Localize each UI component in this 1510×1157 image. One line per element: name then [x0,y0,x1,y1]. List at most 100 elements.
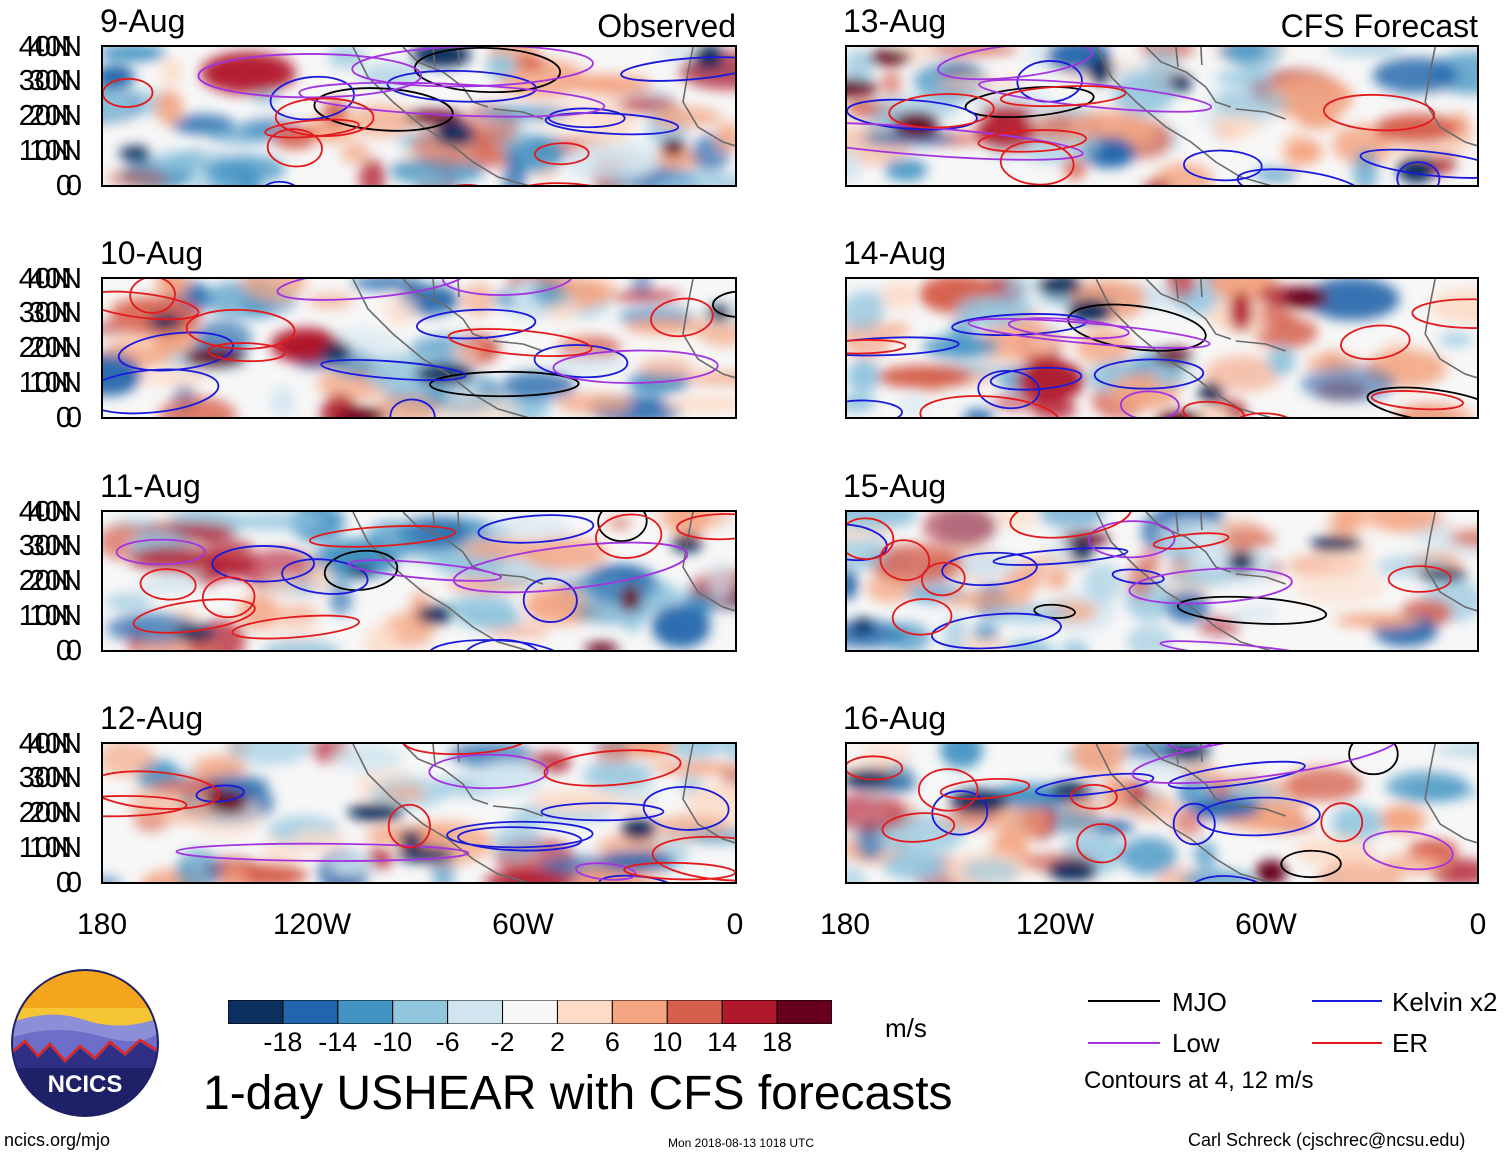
lat-label: 10N [18,600,72,632]
colorbar-tick-label: 10 [652,1027,683,1057]
logo-text: NCICS [48,1071,123,1098]
lat-label: 10N [28,367,82,399]
panel-date: 9-Aug [100,3,186,39]
colorbar-tick-label: -10 [373,1027,413,1057]
lat-label: 20N [28,565,82,597]
units-label: m/s [885,1013,927,1043]
author-credit: Carl Schreck (cjschrec@ncsu.edu) [1188,1130,1466,1150]
source-link[interactable]: ncics.org/mjo [4,1130,111,1150]
colorbar-tick-label: -2 [490,1027,515,1057]
ushear-map-panel [845,510,1479,652]
colorbar-tick-label: -14 [318,1027,358,1057]
ushear-map-panel [845,277,1479,419]
lon-label: 180 [76,908,128,941]
lon-label: 0 [1469,908,1487,941]
colorbar-swatch [227,999,284,1025]
lat-label: 10N [18,135,72,167]
panel-date: 16-Aug [843,700,947,736]
lon-label: 120W [272,908,352,941]
lat-label: 40N [18,728,72,760]
colorbar-swatch [282,999,339,1025]
legend-kelvin-label: Kelvin x2 [1392,987,1498,1017]
legend-low-label: Low [1172,1028,1220,1058]
lat-label: 0 [55,635,72,667]
lat-label: 10N [28,135,82,167]
lat-label: 0 [65,402,82,434]
lat-label: 40N [28,31,82,63]
legend-mjo-label: MJO [1172,987,1227,1017]
lat-label: 0 [65,867,82,899]
observed-label: Observed [597,8,736,44]
lat-label: 30N [18,65,72,97]
colorbar-swatch [611,999,668,1025]
ushear-map-panel [101,510,737,652]
colorbar-swatch [556,999,613,1025]
legend-kelvin-line [1312,1000,1382,1002]
lat-label: 30N [28,530,82,562]
panel-date: 14-Aug [843,235,947,271]
lat-label: 20N [28,100,82,132]
lon-label: 120W [1015,908,1095,941]
panel-date: 12-Aug [100,700,204,736]
lat-label: 20N [28,332,82,364]
colorbar-swatch [666,999,723,1025]
panel-date: 15-Aug [843,468,947,504]
panel-date: 13-Aug [843,3,947,39]
lat-label: 10N [28,600,82,632]
colorbar-tick-label: -6 [435,1027,460,1057]
colorbar-tick-label: 6 [604,1027,620,1057]
lat-label: 0 [55,867,72,899]
lat-label: 0 [65,635,82,667]
lat-label: 40N [28,263,82,295]
lat-label: 10N [28,832,82,864]
lat-label: 10N [18,367,72,399]
timestamp: Mon 2018-08-13 1018 UTC [668,1136,815,1150]
lat-label: 40N [28,496,82,528]
panel-date: 11-Aug [100,468,201,504]
lat-label: 20N [18,797,72,829]
ushear-map-panel [845,45,1479,187]
lat-label: 30N [18,762,72,794]
lat-label: 0 [55,402,72,434]
lat-label: 30N [28,297,82,329]
panel-date: 10-Aug [100,235,204,271]
ushear-map-panel [101,742,737,884]
lat-label: 40N [18,31,72,63]
lat-label: 40N [28,728,82,760]
lat-label: 0 [65,170,82,202]
colorbar-swatch [502,999,558,1025]
lat-label: 20N [28,797,82,829]
lat-label: 30N [18,530,72,562]
ncics-logo: NCICS [10,968,160,1118]
lon-label: 60W [1235,908,1297,941]
ushear-map-panel [845,742,1479,884]
colorbar-swatch [392,999,449,1025]
colorbar-tick-label: 18 [762,1027,793,1057]
colorbar [227,999,833,1025]
lat-label: 20N [18,100,72,132]
legend-mjo-line [1088,1000,1160,1002]
colorbar-tick-label: -18 [263,1027,303,1057]
cfs-forecast-label: CFS Forecast [1280,8,1478,44]
lat-label: 20N [18,565,72,597]
lat-label: 20N [18,332,72,364]
lat-label: 30N [28,65,82,97]
contour-note: Contours at 4, 12 m/s [1084,1067,1314,1094]
legend-er-line [1312,1042,1382,1044]
lat-label: 0 [55,170,72,202]
lat-label: 40N [18,263,72,295]
ushear-map-panel [101,277,737,419]
legend-low-line [1088,1042,1160,1044]
ushear-map-panel [101,45,737,187]
lat-label: 40N [18,496,72,528]
colorbar-swatch [721,999,778,1025]
colorbar-tick-label: 2 [549,1027,566,1057]
lat-label: 10N [18,832,72,864]
colorbar-swatch [447,999,504,1025]
colorbar-swatch [776,999,833,1025]
colorbar-tick-label: 14 [707,1027,738,1057]
lat-label: 30N [18,297,72,329]
lat-label: 30N [28,762,82,794]
lon-label: 180 [819,908,871,941]
legend-er-label: ER [1392,1028,1429,1058]
